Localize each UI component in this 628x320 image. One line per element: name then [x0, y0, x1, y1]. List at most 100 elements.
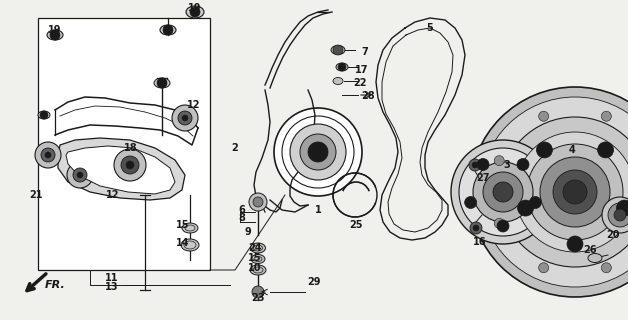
Text: 14: 14 — [176, 238, 190, 248]
Circle shape — [500, 117, 628, 267]
Circle shape — [494, 156, 504, 166]
Text: 12: 12 — [187, 100, 201, 110]
Text: 9: 9 — [245, 227, 251, 237]
Circle shape — [477, 158, 489, 171]
Circle shape — [465, 196, 477, 209]
Text: 24: 24 — [248, 243, 262, 253]
Text: 13: 13 — [106, 282, 119, 292]
Ellipse shape — [250, 265, 266, 275]
Circle shape — [517, 158, 529, 171]
Circle shape — [480, 97, 628, 287]
Ellipse shape — [331, 45, 345, 54]
Circle shape — [182, 115, 188, 121]
Circle shape — [469, 159, 481, 171]
Circle shape — [45, 152, 51, 158]
Circle shape — [73, 168, 87, 182]
Circle shape — [473, 225, 479, 231]
Text: 6: 6 — [239, 205, 246, 215]
Circle shape — [274, 108, 362, 196]
Text: 15: 15 — [176, 220, 190, 230]
Circle shape — [539, 263, 549, 273]
Circle shape — [77, 172, 83, 178]
Circle shape — [563, 180, 587, 204]
Ellipse shape — [181, 239, 199, 251]
Circle shape — [50, 30, 60, 40]
Text: 23: 23 — [251, 293, 265, 303]
Ellipse shape — [47, 30, 63, 40]
Circle shape — [35, 142, 61, 168]
Circle shape — [333, 45, 343, 55]
Text: 22: 22 — [353, 78, 367, 88]
Circle shape — [300, 134, 336, 170]
Circle shape — [178, 111, 192, 125]
Text: 20: 20 — [606, 230, 620, 240]
Ellipse shape — [251, 254, 265, 263]
Circle shape — [617, 200, 628, 216]
Text: 25: 25 — [349, 220, 363, 230]
Circle shape — [338, 63, 346, 71]
Ellipse shape — [336, 63, 348, 71]
Circle shape — [473, 162, 533, 222]
Ellipse shape — [251, 243, 266, 253]
Circle shape — [536, 142, 553, 158]
Circle shape — [459, 148, 547, 236]
Circle shape — [567, 236, 583, 252]
Circle shape — [67, 162, 93, 188]
Circle shape — [470, 87, 628, 297]
Circle shape — [157, 78, 167, 88]
Circle shape — [472, 162, 478, 168]
Circle shape — [121, 156, 139, 174]
Circle shape — [515, 132, 628, 252]
Circle shape — [539, 111, 549, 121]
Circle shape — [553, 170, 597, 214]
Text: 28: 28 — [361, 91, 375, 101]
Ellipse shape — [160, 25, 176, 35]
Text: 3: 3 — [504, 160, 511, 170]
Text: 27: 27 — [476, 173, 490, 183]
Circle shape — [308, 142, 328, 162]
Text: 4: 4 — [568, 145, 575, 155]
Ellipse shape — [38, 111, 50, 119]
Circle shape — [527, 144, 623, 240]
Text: 5: 5 — [426, 23, 433, 33]
Circle shape — [252, 286, 264, 298]
Circle shape — [40, 111, 48, 119]
Ellipse shape — [333, 77, 343, 84]
Ellipse shape — [588, 253, 602, 262]
Circle shape — [598, 142, 614, 158]
Circle shape — [290, 124, 346, 180]
Circle shape — [602, 111, 612, 121]
Text: 19: 19 — [48, 25, 62, 35]
Text: 17: 17 — [355, 65, 369, 75]
Circle shape — [249, 193, 267, 211]
Circle shape — [608, 203, 628, 227]
Circle shape — [602, 197, 628, 233]
Circle shape — [517, 200, 534, 216]
Circle shape — [494, 218, 504, 228]
Text: 26: 26 — [583, 245, 597, 255]
Circle shape — [540, 157, 610, 227]
Circle shape — [497, 220, 509, 232]
Text: FR.: FR. — [45, 280, 66, 290]
Circle shape — [126, 161, 134, 169]
Circle shape — [483, 172, 523, 212]
Text: 12: 12 — [106, 190, 120, 200]
Text: 7: 7 — [362, 47, 369, 57]
Text: 8: 8 — [239, 213, 246, 223]
Text: 10: 10 — [248, 263, 262, 273]
Polygon shape — [66, 146, 175, 194]
Circle shape — [114, 149, 146, 181]
Text: 15: 15 — [248, 253, 262, 263]
Ellipse shape — [186, 6, 204, 18]
Circle shape — [602, 263, 612, 273]
Circle shape — [529, 196, 541, 209]
Circle shape — [190, 7, 200, 17]
Circle shape — [163, 25, 173, 35]
Text: 2: 2 — [232, 143, 239, 153]
Circle shape — [614, 209, 626, 221]
Circle shape — [493, 182, 513, 202]
Text: 21: 21 — [30, 190, 43, 200]
Text: 18: 18 — [124, 143, 138, 153]
Text: 11: 11 — [106, 273, 119, 283]
Text: 16: 16 — [474, 237, 487, 247]
